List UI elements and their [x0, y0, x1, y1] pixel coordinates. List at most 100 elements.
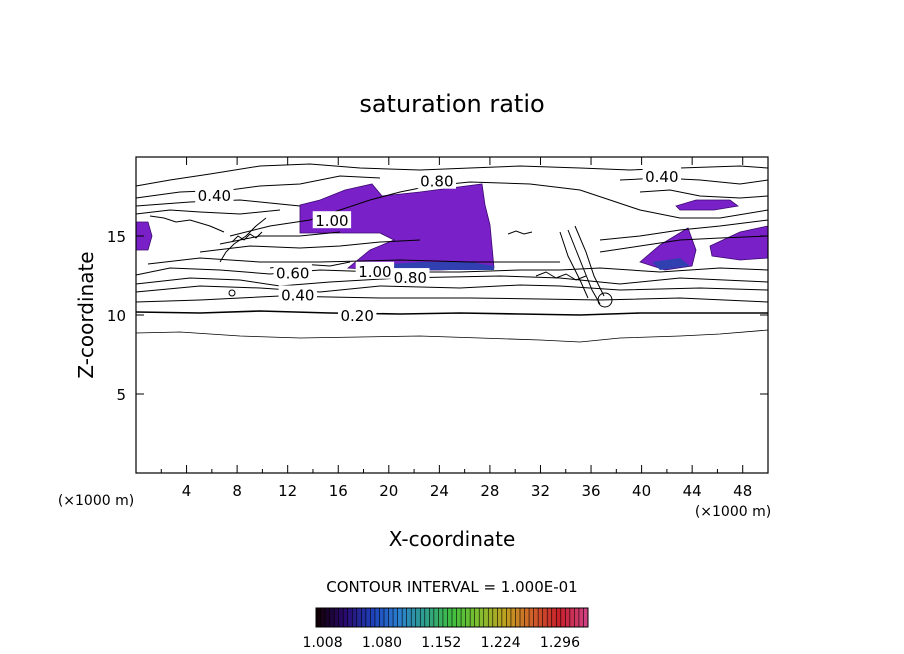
- colorbar-swatch: [569, 608, 575, 627]
- colorbar-swatch: [361, 608, 367, 627]
- contour-label-bg: [391, 268, 430, 286]
- colorbar-swatch: [538, 608, 544, 627]
- x-tick-label: 28: [480, 482, 499, 500]
- supersaturation-regions: [135, 183, 769, 271]
- shaded-region-right-edge: [709, 225, 769, 261]
- y-axis-label: Z-coordinate: [74, 251, 98, 378]
- colorbar-swatch: [470, 608, 476, 627]
- colorbar-swatch: [547, 608, 553, 627]
- colorbar-swatch: [320, 608, 326, 627]
- colorbar-tick-label: 1.080: [362, 635, 402, 651]
- x-tick-label: 40: [632, 482, 651, 500]
- y-tick-label: 10: [107, 307, 126, 325]
- x-unit-label: (×1000 m): [695, 504, 771, 520]
- y-axis: 5 10 15: [107, 228, 768, 404]
- colorbar-swatch: [388, 608, 394, 627]
- colorbar-swatch: [542, 608, 548, 627]
- contour-label-bg: [195, 185, 234, 203]
- colorbar-swatch: [347, 608, 353, 627]
- x-axis-label: X-coordinate: [389, 527, 516, 551]
- x-tick-label: 16: [329, 482, 348, 500]
- contour-label-bg: [355, 261, 395, 279]
- colorbar-tick-label: 1.224: [481, 635, 521, 651]
- colorbar-swatch: [574, 608, 580, 627]
- z-unit-label: (×1000 m): [58, 493, 134, 509]
- colorbar-swatch: [406, 608, 412, 627]
- colorbar-swatch: [501, 608, 507, 627]
- contour-label-bg: [417, 171, 457, 189]
- contour-line-base: [135, 329, 769, 343]
- colorbar-swatch: [365, 608, 371, 627]
- colorbar-swatch: [442, 608, 448, 627]
- colorbar-frame: [315, 607, 589, 628]
- colorbar-swatch: [397, 608, 403, 627]
- colorbar-swatch: [433, 608, 439, 627]
- colorbar-swatch: [352, 608, 358, 627]
- colorbar-swatch: [334, 608, 340, 627]
- colorbar-swatch: [583, 608, 589, 627]
- colorbar-swatch: [384, 608, 390, 627]
- colorbar-swatch: [520, 608, 526, 627]
- colorbar-swatch: [510, 608, 516, 627]
- colorbar-swatch: [456, 608, 462, 627]
- contour-label: 1.00: [315, 212, 348, 230]
- chart-title: saturation ratio: [359, 90, 544, 118]
- x-tick-label: 20: [379, 482, 398, 500]
- colorbar-swatch: [533, 608, 539, 627]
- contour-label: 0.80: [420, 173, 453, 191]
- colorbar-swatch: [461, 608, 467, 627]
- shaded-region-upper-right: [675, 199, 739, 211]
- colorbar-tick-label: 1.296: [540, 635, 580, 651]
- contour-line-0.20: [135, 310, 768, 316]
- contour-interval-text: CONTOUR INTERVAL = 1.000E-01: [326, 578, 577, 596]
- contour-label-bg: [338, 306, 377, 323]
- y-tick-label: 5: [116, 386, 126, 404]
- colorbar-swatch: [556, 608, 562, 627]
- contour-label-bg: [273, 263, 312, 281]
- x-tick-label: 36: [581, 482, 600, 500]
- colorbar-swatch: [316, 608, 322, 627]
- colorbar-tick-label: 1.008: [303, 635, 343, 651]
- shaded-region-right-lobe: [639, 227, 697, 271]
- colorbar-swatch: [379, 608, 385, 627]
- colorbar-swatch: [452, 608, 458, 627]
- colorbar-swatch: [474, 608, 480, 627]
- colorbar-swatch: [578, 608, 584, 627]
- colorbar-swatch: [338, 608, 344, 627]
- colorbar-swatch: [497, 608, 503, 627]
- colorbar-swatch: [529, 608, 535, 627]
- colorbar-swatch: [325, 608, 331, 627]
- colorbar: [315, 607, 589, 628]
- contour-label: 0.40: [198, 187, 231, 205]
- colorbar-swatch: [420, 608, 426, 627]
- contour-label: 0.40: [281, 286, 314, 304]
- colorbar-swatch: [488, 608, 494, 627]
- colorbar-tick-label: 1.152: [421, 635, 461, 651]
- colorbar-swatch: [374, 608, 380, 627]
- colorbar-swatch: [506, 608, 512, 627]
- colorbar-swatch: [465, 608, 471, 627]
- colorbar-tick-labels: 1.008 1.080 1.152 1.224 1.296: [303, 635, 581, 651]
- y-tick-label: 15: [107, 228, 126, 246]
- x-tick-label: 24: [430, 482, 449, 500]
- colorbar-swatch: [438, 608, 444, 627]
- contour-label-bg: [642, 166, 682, 184]
- x-tick-label: 44: [683, 482, 702, 500]
- x-tick-label: 32: [531, 482, 550, 500]
- colorbar-swatch: [429, 608, 435, 627]
- colorbar-swatch: [356, 608, 362, 627]
- colorbar-swatch: [329, 608, 335, 627]
- colorbar-swatch: [560, 608, 566, 627]
- x-tick-label: 4: [182, 482, 192, 500]
- colorbar-swatch: [424, 608, 430, 627]
- contour-lines: [135, 163, 769, 343]
- colorbar-swatch: [479, 608, 485, 627]
- colorbar-swatch: [411, 608, 417, 627]
- colorbar-swatch: [402, 608, 408, 627]
- colorbar-swatch: [492, 608, 498, 627]
- colorbar-swatch: [415, 608, 421, 627]
- x-tick-label: 48: [733, 482, 752, 500]
- colorbar-swatch: [524, 608, 530, 627]
- colorbar-swatch: [483, 608, 489, 627]
